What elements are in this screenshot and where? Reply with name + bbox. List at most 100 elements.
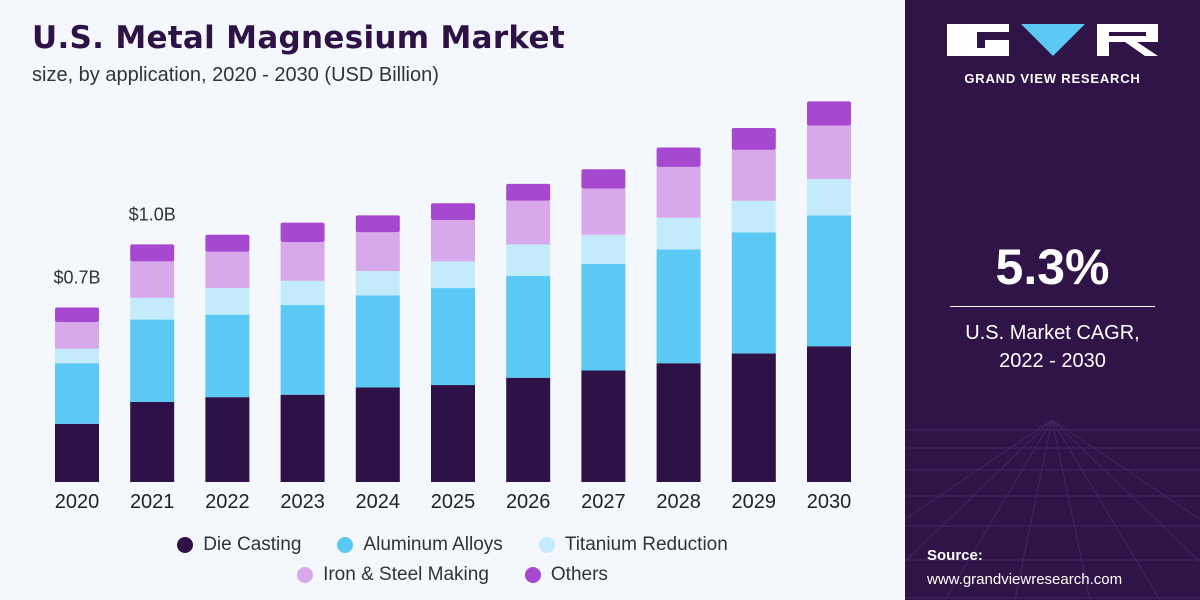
bar-segment-others-2023: [280, 222, 325, 242]
bar-segment-aluminum-alloys-2026: [506, 275, 551, 378]
cagr-value: 5.3%: [995, 239, 1110, 295]
bar-segment-iron-steel-making-2022: [205, 251, 250, 289]
x-tick-label-2030: 2030: [807, 491, 852, 513]
bar-segment-aluminum-alloys-2030: [807, 215, 851, 347]
bar-segment-others-2025: [431, 203, 475, 221]
legend-item-others: Others: [524, 564, 608, 586]
bar-segment-titanium-reduction-2030: [807, 178, 851, 216]
bar-segment-aluminum-alloys-2024: [355, 295, 400, 388]
source-label: Source:: [927, 547, 983, 564]
bar-segment-titanium-reduction-2020: [55, 348, 99, 364]
x-tick-label-2029: 2029: [732, 491, 777, 513]
legend-item-die-casting: Die Casting: [177, 534, 301, 556]
bar-segment-iron-steel-making-2021: [130, 261, 175, 298]
bar-segment-die-casting-2028: [656, 363, 701, 482]
bar-segment-aluminum-alloys-2025: [431, 288, 475, 386]
brand-name: GRAND VIEW RESEARCH: [964, 71, 1141, 86]
legend-row-1: Die Casting Aluminum Alloys Titanium Red…: [0, 534, 905, 556]
bar-segment-iron-steel-making-2030: [807, 125, 851, 179]
bar-segment-die-casting-2021: [130, 402, 175, 482]
bar-segment-iron-steel-making-2025: [431, 220, 475, 262]
bar-segment-iron-steel-making-2024: [355, 232, 400, 272]
chart-panel: U.S. Metal Magnesium Market size, by app…: [0, 0, 905, 600]
bar-segment-titanium-reduction-2027: [581, 234, 626, 264]
brand-panel: GRAND VIEW RESEARCH 5.3% U.S. Market CAG…: [905, 0, 1200, 600]
grid-pattern-decoration: [905, 419, 1200, 600]
x-tick-label-2025: 2025: [431, 491, 476, 513]
cagr-block: 5.3% U.S. Market CAGR, 2022 - 2030: [905, 238, 1200, 375]
legend-swatch-aluminum-alloys: [337, 537, 354, 553]
chart-subtitle: size, by application, 2020 - 2030 (USD B…: [32, 64, 439, 86]
bar-segment-aluminum-alloys-2021: [130, 319, 175, 402]
bar-segment-others-2021: [130, 244, 175, 262]
bar-segment-others-2027: [581, 169, 626, 189]
legend-swatch-die-casting: [177, 537, 194, 553]
legend-item-titanium-reduction: Titanium Reduction: [538, 534, 728, 556]
x-tick-label-2027: 2027: [581, 491, 626, 513]
legend-swatch-iron-steel: [297, 567, 314, 583]
gvr-logo-icon: [947, 24, 1158, 56]
bar-segment-aluminum-alloys-2027: [581, 263, 626, 371]
stacked-bar-chart: $0.7B 2020 $1.0B 2021 2022 2023 2024 2025 2026 20…: [53, 101, 852, 513]
x-tick-label-2028: 2028: [656, 491, 701, 513]
legend-label-iron-steel: Iron & Steel Making: [323, 564, 489, 585]
bar-segment-aluminum-alloys-2020: [55, 363, 99, 424]
bar-segment-aluminum-alloys-2023: [280, 305, 325, 395]
bar-segment-titanium-reduction-2026: [506, 244, 551, 276]
data-label-2020: $0.7B: [53, 267, 100, 287]
bar-segment-die-casting-2022: [205, 397, 250, 482]
chart-title: U.S. Metal Magnesium Market: [32, 20, 565, 56]
bar-segment-titanium-reduction-2024: [355, 271, 400, 296]
bar-segment-iron-steel-making-2023: [280, 242, 325, 281]
brand-logo: GRAND VIEW RESEARCH: [945, 22, 1160, 86]
bar-segment-die-casting-2023: [280, 394, 325, 482]
cagr-divider: [950, 306, 1155, 307]
bar-segment-others-2026: [506, 183, 551, 201]
legend-item-aluminum-alloys: Aluminum Alloys: [337, 534, 503, 556]
bar-segment-die-casting-2025: [431, 385, 475, 482]
legend-item-iron-steel: Iron & Steel Making: [297, 564, 489, 586]
x-tick-label-2024: 2024: [356, 491, 401, 513]
bar-segment-others-2022: [205, 234, 250, 252]
bar-segment-others-2030: [807, 101, 851, 126]
chart-legend: Die Casting Aluminum Alloys Titanium Red…: [0, 534, 905, 594]
bar-segment-others-2029: [731, 128, 776, 150]
bar-segment-aluminum-alloys-2028: [656, 249, 701, 364]
data-label-2021: $1.0B: [129, 204, 176, 224]
bar-segment-aluminum-alloys-2029: [731, 232, 776, 354]
bar-segment-others-2028: [656, 147, 701, 167]
bar-segment-titanium-reduction-2022: [205, 288, 250, 315]
bar-segment-titanium-reduction-2023: [280, 280, 325, 306]
x-tick-label-2026: 2026: [506, 491, 551, 513]
bar-segment-die-casting-2026: [506, 377, 551, 482]
bar-segment-titanium-reduction-2029: [731, 200, 776, 233]
x-tick-label-2023: 2023: [280, 491, 325, 513]
cagr-label-line1: U.S. Market CAGR,: [965, 322, 1140, 344]
bar-segment-titanium-reduction-2025: [431, 261, 475, 289]
bar-segment-iron-steel-making-2029: [731, 149, 776, 201]
bar-segment-die-casting-2030: [807, 346, 851, 482]
x-tick-label-2020: 2020: [55, 491, 100, 513]
legend-label-others: Others: [550, 564, 608, 585]
bar-segment-die-casting-2027: [581, 370, 626, 482]
bar-segment-die-casting-2020: [55, 423, 99, 482]
legend-swatch-titanium-reduction: [538, 537, 555, 553]
bar-segment-titanium-reduction-2028: [656, 217, 701, 250]
legend-swatch-others: [524, 567, 541, 583]
legend-label-aluminum-alloys: Aluminum Alloys: [363, 534, 503, 555]
cagr-label-line2: 2022 - 2030: [999, 350, 1106, 372]
bar-segment-others-2020: [55, 307, 99, 322]
bar-segment-iron-steel-making-2026: [506, 200, 551, 245]
legend-label-die-casting: Die Casting: [203, 534, 302, 555]
x-tick-label-2022: 2022: [205, 491, 250, 513]
bar-segment-iron-steel-making-2020: [55, 322, 99, 349]
bar-segment-aluminum-alloys-2022: [205, 314, 250, 398]
source-url[interactable]: www.grandviewresearch.com: [927, 571, 1123, 588]
bar-segment-die-casting-2024: [355, 387, 400, 482]
bar-segment-iron-steel-making-2028: [656, 166, 701, 218]
bar-segment-iron-steel-making-2027: [581, 188, 626, 235]
x-tick-label-2021: 2021: [130, 491, 175, 513]
legend-label-titanium-reduction: Titanium Reduction: [564, 534, 728, 555]
source-block: Source: www.grandviewresearch.com: [927, 544, 1122, 592]
